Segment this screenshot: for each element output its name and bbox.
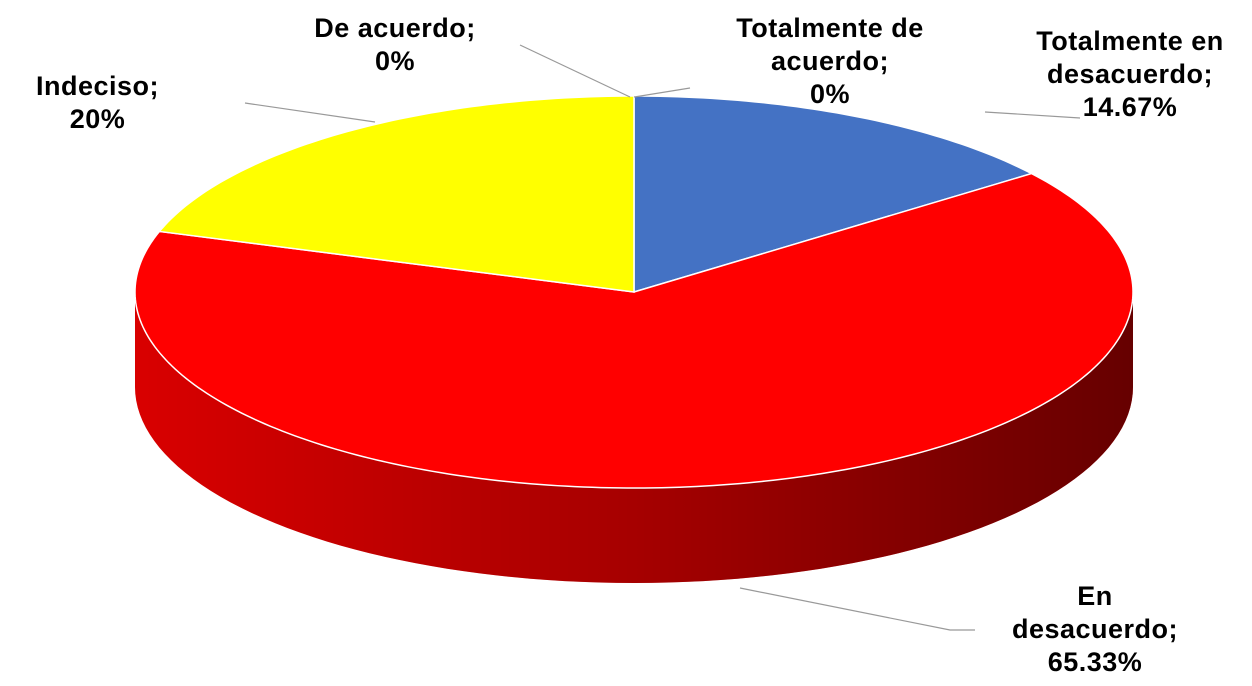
- leader-line: [633, 87, 691, 98]
- value-label: 20%: [69, 103, 126, 134]
- category-label: En desacuerdo;: [1011, 581, 1179, 644]
- leader-line: [984, 111, 1081, 119]
- category-label: Totalmente de acuerdo;: [736, 13, 924, 76]
- value-label: 14.67%: [1082, 91, 1178, 122]
- data-label: En desacuerdo; 65.33%: [985, 580, 1205, 679]
- pie-slice: [157, 95, 635, 293]
- data-label: De acuerdo; 0%: [275, 12, 515, 78]
- data-label: Totalmente en desacuerdo; 14.67%: [1010, 25, 1250, 124]
- value-label: 0%: [809, 78, 851, 109]
- value-label: 0%: [374, 45, 416, 76]
- category-label: De acuerdo;: [314, 13, 476, 43]
- leader-line: [244, 102, 376, 123]
- data-label: Indeciso; 20%: [5, 70, 190, 136]
- category-label: Indeciso;: [35, 71, 160, 101]
- category-label: Totalmente en desacuerdo;: [1036, 26, 1224, 89]
- data-label: Totalmente de acuerdo; 0%: [705, 12, 955, 111]
- value-label: 65.33%: [1047, 646, 1143, 677]
- pie-slice: [633, 95, 1034, 294]
- pie-slice: [134, 172, 1134, 489]
- pie-side-shade: [135, 292, 1133, 583]
- leader-line: [519, 44, 631, 98]
- leader-line: [739, 587, 975, 631]
